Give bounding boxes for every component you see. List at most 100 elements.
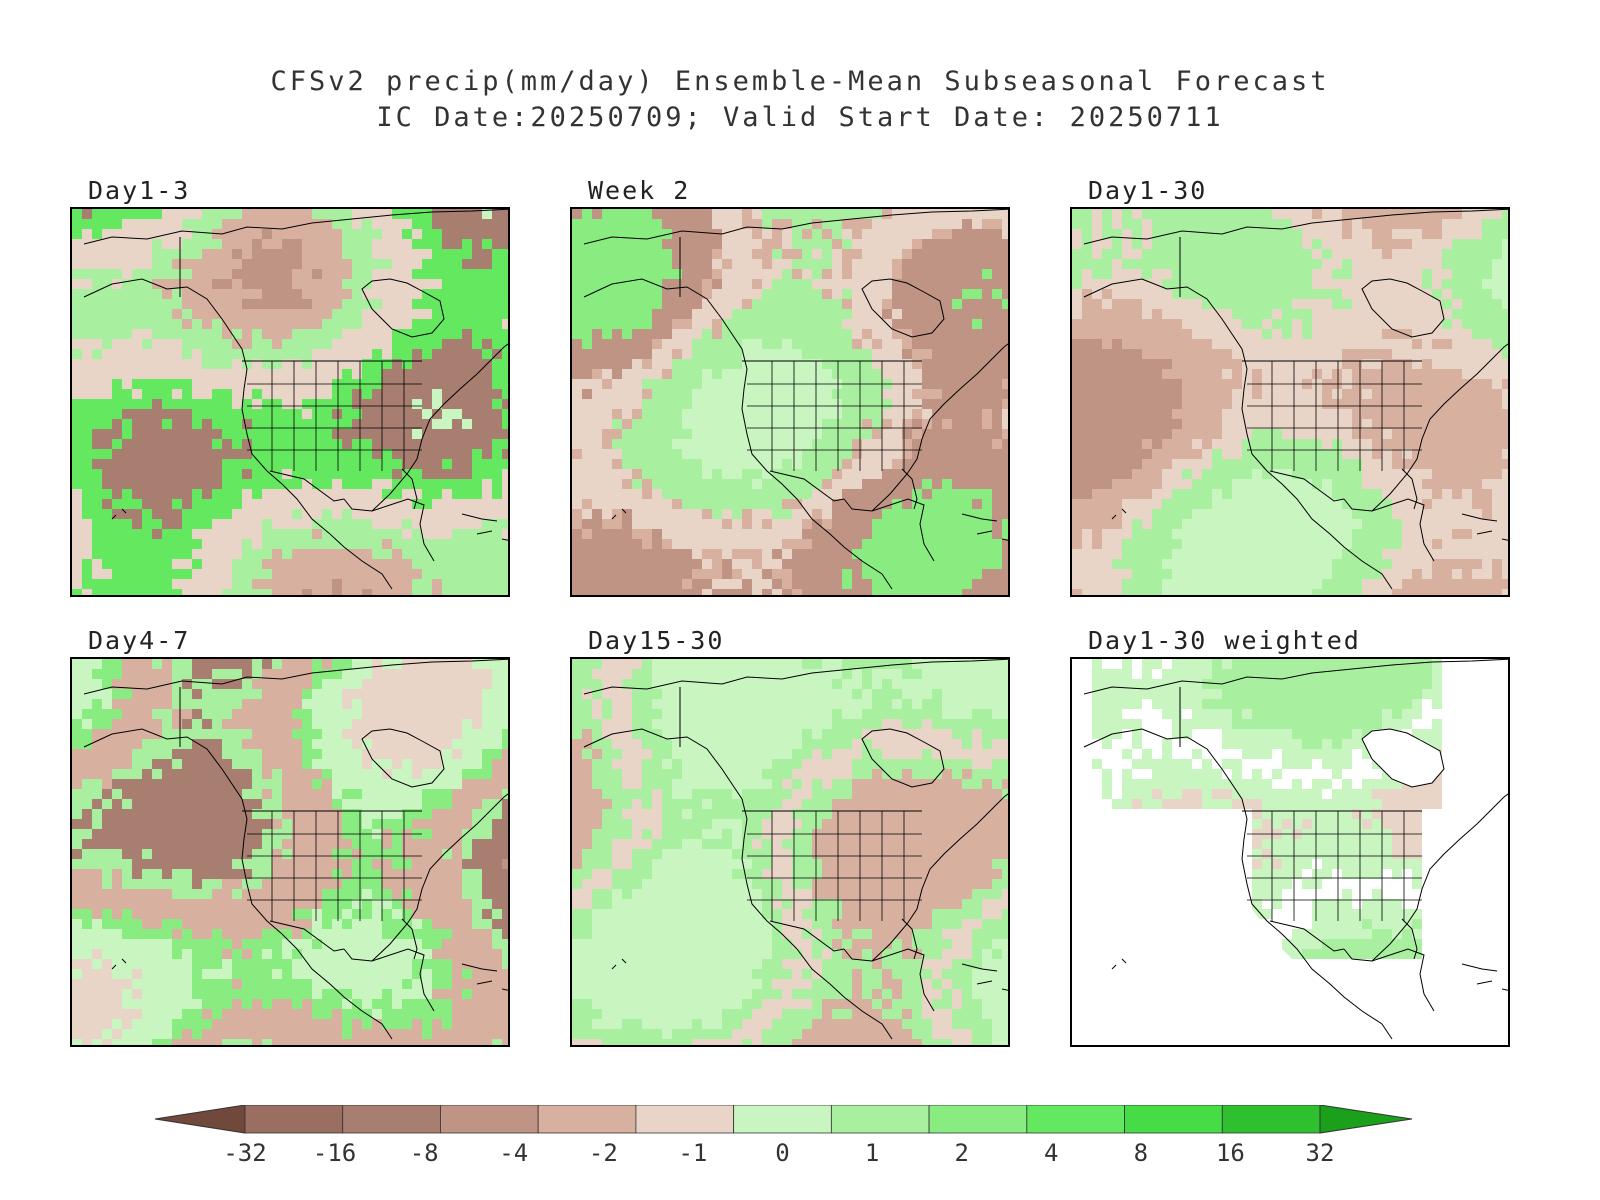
precip-cell [322,539,332,549]
precip-cell [1192,379,1202,389]
precip-cell [452,209,462,219]
precip-cell [492,659,502,669]
precip-cell [402,809,412,819]
precip-cell [632,219,642,229]
precip-cell [862,429,872,439]
precip-cell [442,779,452,789]
precip-cell [142,869,152,879]
precip-cell [262,319,272,329]
precip-cell [752,399,762,409]
precip-cell [472,909,482,919]
precip-cell [972,379,982,389]
precip-cell [432,749,442,759]
precip-cell [1192,289,1202,299]
precip-cell [1212,429,1222,439]
precip-cell [1232,469,1242,479]
precip-cell [472,489,482,499]
precip-cell [712,509,722,519]
precip-cell [182,219,192,229]
precip-cell [1082,369,1092,379]
precip-cell [392,389,402,399]
precip-cell [1432,449,1442,459]
precip-cell [402,979,412,989]
precip-cell [252,979,262,989]
precip-cell [942,589,952,595]
precip-cell [232,679,242,689]
map-svg [72,659,508,1045]
precip-cell [622,259,632,269]
precip-cell [372,399,382,409]
precip-cell [332,889,342,899]
precip-cell [192,869,202,879]
precip-cell [932,289,942,299]
precip-cell [1252,319,1262,329]
precip-cell [412,429,422,439]
precip-cell [1432,219,1442,229]
precip-cell [722,479,732,489]
precip-cell [212,439,222,449]
precip-cell [872,589,882,595]
precip-cell [1442,469,1452,479]
precip-cell [262,469,272,479]
precip-cell [1162,579,1172,589]
precip-cell [1112,519,1122,529]
precip-cell [192,719,202,729]
precip-cell [202,289,212,299]
precip-cell [1412,589,1422,595]
precip-cell [822,369,832,379]
precip-cell [242,779,252,789]
precip-cell [92,979,102,989]
precip-cell [152,769,162,779]
precip-cell [222,729,232,739]
precip-cell [232,669,242,679]
precip-cell [1462,469,1472,479]
precip-cell [262,819,272,829]
precip-cell [702,569,712,579]
precip-cell [72,939,82,949]
precip-cell [412,209,422,219]
precip-cell [442,279,452,289]
precip-cell [592,319,602,329]
precip-cell [72,829,82,839]
precip-cell [1472,379,1482,389]
precip-cell [1122,459,1132,469]
precip-cell [352,789,362,799]
precip-cell [602,319,612,329]
precip-cell [182,239,192,249]
precip-cell [602,559,612,569]
precip-cell [1102,449,1112,459]
precip-cell [312,459,322,469]
precip-cell [472,849,482,859]
precip-cell [1242,559,1252,569]
precip-cell [602,519,612,529]
precip-cell [622,309,632,319]
precip-cell [362,939,372,949]
precip-cell [222,939,232,949]
precip-cell [192,949,202,959]
precip-cell [212,259,222,269]
precip-cell [592,249,602,259]
precip-cell [132,869,142,879]
precip-cell [362,679,372,689]
precip-cell [392,489,402,499]
precip-cell [132,749,142,759]
precip-cell [172,829,182,839]
precip-cell [492,379,502,389]
precip-cell [1152,589,1162,595]
precip-cell [472,279,482,289]
precip-cell [1182,329,1192,339]
precip-cell [962,289,972,299]
precip-cell [1072,439,1082,449]
precip-cell [422,239,432,249]
precip-cell [842,209,852,219]
precip-cell [1202,509,1212,519]
precip-cell [332,919,342,929]
precip-cell [462,589,472,595]
precip-cell [282,939,292,949]
precip-cell [1142,339,1152,349]
precip-cell [82,499,92,509]
precip-cell [462,759,472,769]
precip-cell [1232,509,1242,519]
precip-cell [1242,449,1252,459]
precip-cell [772,479,782,489]
